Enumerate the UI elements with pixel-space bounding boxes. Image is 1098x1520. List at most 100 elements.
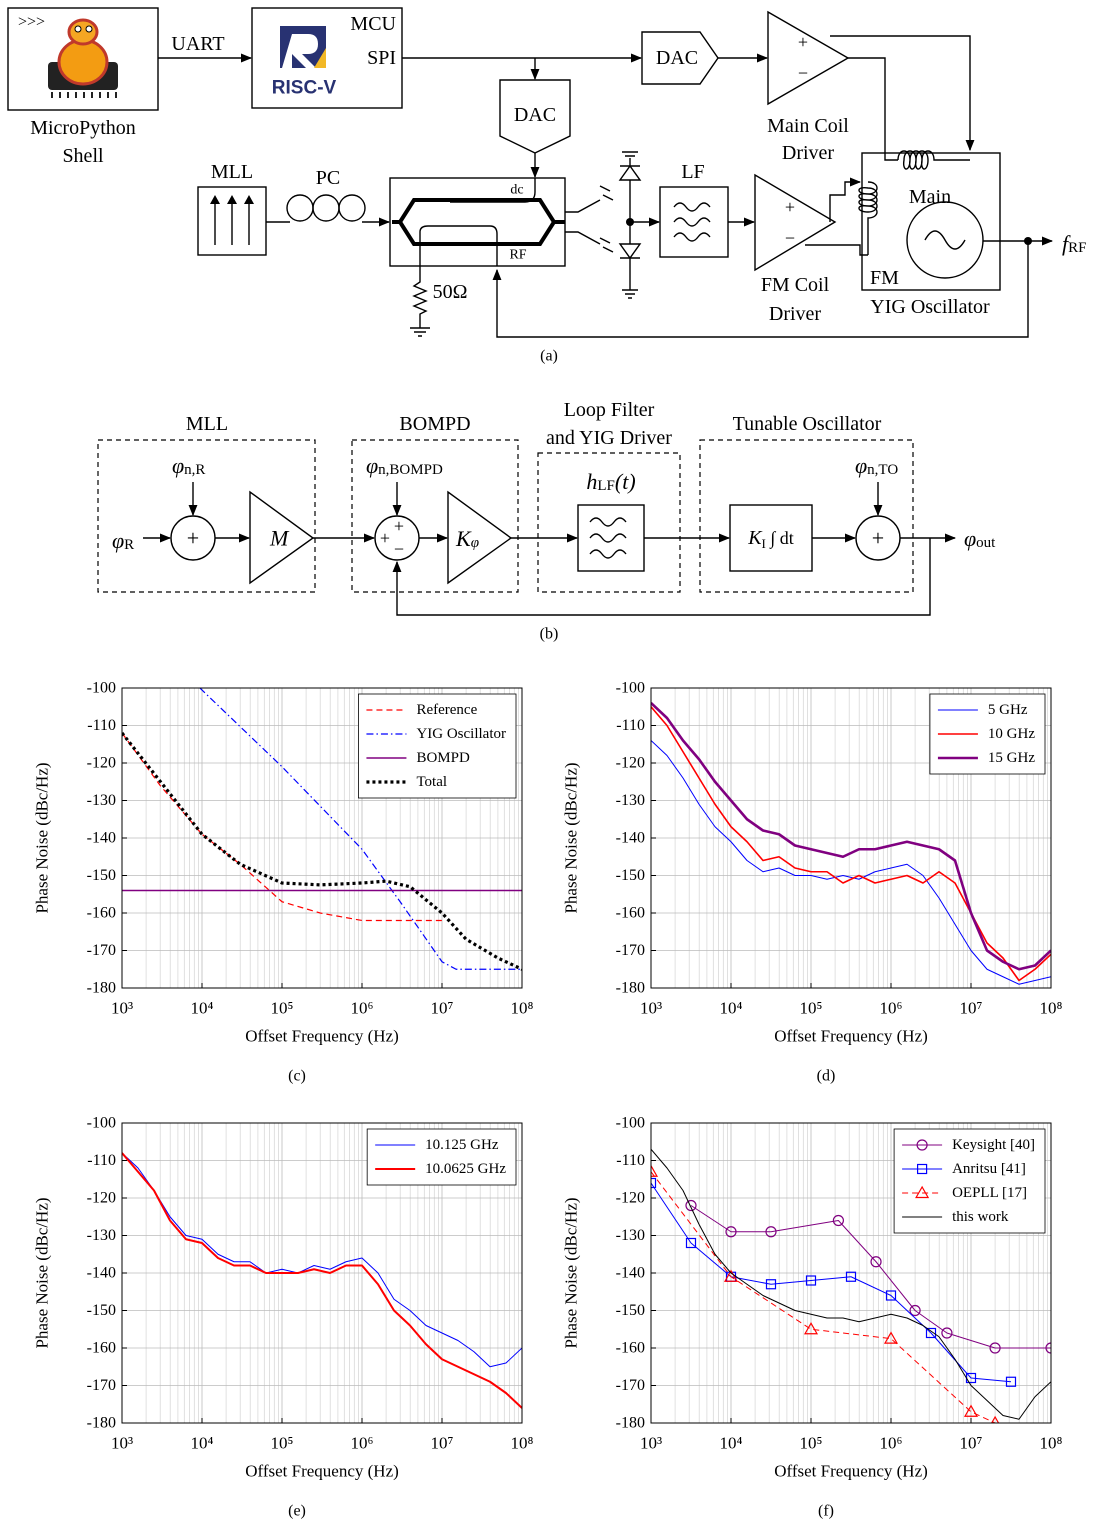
x-axis-label: Offset Frequency (Hz) bbox=[245, 1462, 399, 1481]
tspan: ∫ dt bbox=[766, 528, 794, 549]
tspan: n,BOMPD bbox=[378, 462, 443, 478]
marker bbox=[1045, 1342, 1051, 1354]
main-driver-label: Main Coil bbox=[767, 115, 849, 137]
y-tick-label: -110 bbox=[87, 1152, 116, 1169]
ellipse bbox=[57, 38, 109, 86]
y-tick-label: -150 bbox=[87, 1302, 116, 1319]
plus: + bbox=[798, 32, 808, 52]
series-line bbox=[690, 1205, 1051, 1349]
x-tick-label: 10⁸ bbox=[511, 999, 534, 1018]
x-tick-label: 10⁶ bbox=[880, 1434, 903, 1453]
marker bbox=[870, 1256, 882, 1268]
marker bbox=[1005, 1376, 1017, 1387]
dc-label: dc bbox=[510, 183, 523, 198]
caption: (e) bbox=[288, 1503, 306, 1520]
marker bbox=[832, 1214, 844, 1227]
tspan: φ bbox=[172, 453, 184, 478]
circle bbox=[74, 25, 82, 33]
x-tick-label: 10⁴ bbox=[720, 1434, 743, 1453]
wire bbox=[848, 57, 898, 161]
marker bbox=[963, 1404, 979, 1417]
marker bbox=[990, 1415, 1000, 1423]
marker bbox=[845, 1271, 857, 1282]
legend: 5 GHz 10 GHz 15 GHz bbox=[929, 693, 1046, 775]
main-coil bbox=[897, 150, 970, 170]
caption: (d) bbox=[817, 1068, 836, 1085]
y-tick-label: -170 bbox=[87, 1377, 116, 1394]
gain-label: M bbox=[269, 526, 290, 551]
y-tick-label: -160 bbox=[616, 905, 645, 922]
legend-label: Reference bbox=[416, 702, 477, 718]
series-line bbox=[651, 740, 1051, 985]
tspan: φ bbox=[964, 526, 976, 551]
legend-box bbox=[893, 1128, 1046, 1234]
ground bbox=[410, 327, 430, 337]
y-tick-label: -150 bbox=[87, 867, 116, 884]
photodiode bbox=[618, 164, 642, 181]
x-tick-label: 10⁵ bbox=[800, 1434, 823, 1453]
mcu-label: MCU bbox=[350, 13, 396, 35]
noise-label: φn,BOMPD bbox=[366, 453, 443, 479]
plot-frame bbox=[650, 687, 1052, 989]
resistor-label: 50Ω bbox=[433, 281, 468, 303]
mll-label: MLL bbox=[211, 161, 253, 183]
legend: Keysight [40] Anritsu [41] OEPLL [17] this … bbox=[893, 1128, 1046, 1234]
legend-label: Keysight [40] bbox=[952, 1137, 1035, 1153]
feedback bbox=[492, 241, 1029, 338]
series-line bbox=[651, 1182, 1012, 1383]
x-tick-label: 10⁸ bbox=[1040, 999, 1063, 1018]
y-tick-label: -140 bbox=[616, 830, 645, 847]
series-line bbox=[199, 688, 522, 970]
legend-label: 10 GHz bbox=[988, 726, 1035, 742]
marker bbox=[651, 1164, 659, 1177]
noise-label: φn,R bbox=[172, 453, 205, 479]
tspan: n,R bbox=[184, 462, 205, 478]
legend-box bbox=[366, 1128, 517, 1186]
marker bbox=[915, 1185, 930, 1199]
rf-label: RF bbox=[509, 248, 526, 263]
input-label: φR bbox=[112, 528, 134, 554]
block bbox=[699, 439, 914, 593]
filter-box bbox=[577, 504, 645, 572]
marker bbox=[909, 1304, 921, 1317]
caption: (a) bbox=[540, 348, 558, 365]
x-tick-label: 10³ bbox=[111, 1434, 133, 1453]
chart: 10³ 10⁴ 10⁵ 10⁶ 10⁷ 10⁸ -180 -170 -160 -150 -140 -1… bbox=[33, 680, 534, 1085]
legend: 10.125 GHz 10.0625 GHz bbox=[366, 1128, 517, 1186]
y-tick-label: -160 bbox=[616, 1340, 645, 1357]
series-layer bbox=[122, 688, 522, 971]
minus: − bbox=[785, 228, 795, 248]
chart: 10³ 10⁴ 10⁵ 10⁶ 10⁷ 10⁸ -180 -170 -160 -150 -140 -1… bbox=[562, 680, 1063, 1085]
legend-label: Total bbox=[416, 774, 447, 790]
mll-arrowheads bbox=[210, 195, 254, 204]
block-title: and YIG Driver bbox=[546, 427, 672, 449]
legend-label: 10.0625 GHz bbox=[425, 1161, 506, 1177]
tspan: f bbox=[1062, 231, 1071, 256]
series-line bbox=[122, 1152, 522, 1368]
dac-label: DAC bbox=[656, 47, 698, 69]
marker bbox=[916, 1139, 928, 1151]
y-tick-label: -140 bbox=[87, 830, 116, 847]
photodiode bbox=[618, 243, 642, 260]
marker bbox=[803, 1322, 819, 1335]
filter-symbol bbox=[589, 517, 627, 559]
y-tick-label: -180 bbox=[616, 980, 645, 997]
charts: 10³ 10⁴ 10⁵ 10⁶ 10⁷ 10⁸ -180 -170 -160 -150 -140 -1… bbox=[33, 680, 1063, 1520]
plot-frame bbox=[650, 1122, 1052, 1424]
ground bbox=[622, 151, 638, 299]
dc-electrode bbox=[450, 178, 536, 203]
tspan: RF bbox=[1068, 240, 1086, 256]
x-tick-label: 10⁴ bbox=[191, 1434, 214, 1453]
sum-sign: + bbox=[872, 526, 884, 551]
y-axis-label: Phase Noise (dBc/Hz) bbox=[33, 1197, 52, 1348]
tspan: φ bbox=[471, 535, 479, 551]
y-tick-label: -100 bbox=[616, 680, 645, 697]
tspan: LF bbox=[597, 478, 615, 494]
y-tick-label: -120 bbox=[616, 1190, 645, 1207]
marker bbox=[685, 1199, 697, 1212]
series-line bbox=[122, 732, 522, 971]
rf-electrode bbox=[419, 225, 498, 266]
filter-label: hLF(t) bbox=[586, 469, 635, 495]
x-tick-label: 10⁶ bbox=[351, 999, 374, 1018]
